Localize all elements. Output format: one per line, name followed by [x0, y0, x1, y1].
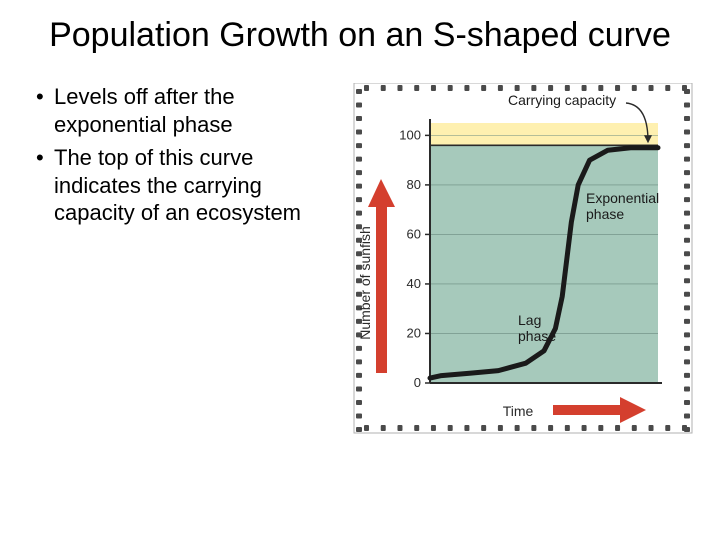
svg-text:Lag: Lag	[518, 312, 541, 328]
svg-text:Exponential: Exponential	[586, 190, 659, 206]
svg-text:20: 20	[407, 326, 421, 341]
svg-text:phase: phase	[586, 206, 624, 222]
svg-text:80: 80	[407, 177, 421, 192]
svg-text:0: 0	[414, 375, 421, 390]
svg-text:Number of sunfish: Number of sunfish	[357, 226, 373, 340]
bullet-item: The top of this curve indicates the carr…	[36, 144, 346, 227]
slide-title: Population Growth on an S-shaped curve	[0, 0, 720, 61]
bullet-item: Levels off after the exponential phase	[36, 83, 346, 138]
svg-text:40: 40	[407, 276, 421, 291]
bullet-list: Levels off after the exponential phase T…	[36, 83, 346, 443]
chart-container: 0 20 40 60 80 100 Number of sunfish Time Carryin…	[346, 83, 700, 443]
svg-text:Carrying capacity: Carrying capacity	[508, 92, 616, 108]
content-row: Levels off after the exponential phase T…	[0, 61, 720, 443]
svg-text:Time: Time	[503, 403, 534, 419]
svg-text:phase: phase	[518, 328, 556, 344]
s-curve-chart: 0 20 40 60 80 100 Number of sunfish Time Carryin…	[346, 83, 700, 443]
svg-text:60: 60	[407, 227, 421, 242]
svg-text:100: 100	[399, 127, 421, 142]
